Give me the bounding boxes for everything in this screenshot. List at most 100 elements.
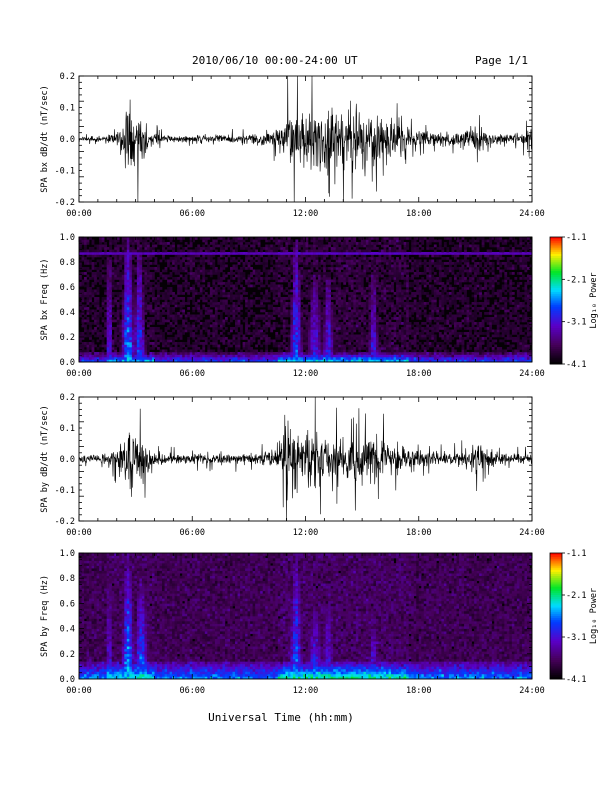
spectrogram-cell — [267, 249, 271, 253]
spectrogram-cell — [277, 312, 281, 315]
spectrogram-cell — [182, 324, 185, 328]
spectrogram-cell — [144, 269, 148, 273]
spectrogram-cell — [116, 292, 120, 295]
spectrogram-cell — [129, 279, 133, 283]
spectrogram-cell — [99, 242, 102, 245]
spectrogram-cell — [192, 299, 196, 303]
spectrogram-cell — [230, 269, 233, 273]
spectrogram-cell — [305, 352, 309, 355]
spectrogram-cell — [219, 322, 223, 325]
spectrogram-cell — [375, 352, 379, 355]
spectrogram-cell — [396, 322, 399, 325]
spectrogram-cell — [285, 324, 289, 328]
spectrogram-cell — [398, 262, 402, 265]
spectrogram-cell — [340, 289, 344, 293]
spectrogram-cell — [89, 292, 92, 295]
spectrogram-cell — [136, 264, 140, 268]
spectrogram-cell — [157, 359, 160, 363]
spectrogram-cell — [308, 329, 311, 333]
spectrogram-cell — [295, 317, 299, 320]
spectrogram-cell — [164, 312, 168, 315]
spectrogram-cell — [302, 317, 306, 320]
spectrogram-cell — [275, 289, 279, 293]
spectrogram-cell — [313, 319, 316, 323]
spectrogram-cell — [398, 287, 402, 290]
spectrogram-cell — [330, 292, 334, 295]
spectrogram-cell — [391, 264, 394, 268]
spectrogram-cell — [199, 279, 203, 283]
spectrogram-cell — [282, 292, 286, 295]
spectrogram-cell — [350, 329, 354, 333]
spectrogram-cell — [237, 309, 241, 313]
spectrogram-cell — [179, 307, 183, 310]
spectrogram-cell — [179, 349, 183, 353]
spectrogram-cell — [106, 237, 110, 240]
spectrogram-cell — [318, 242, 321, 245]
spectrogram-cell — [119, 334, 123, 338]
spectrogram-cell — [358, 242, 362, 245]
spectrogram-cell — [386, 302, 389, 305]
spectrogram-cell — [172, 277, 175, 280]
spectrogram-cell — [151, 352, 155, 355]
spectrogram-cell — [202, 342, 206, 345]
spectrogram-cell — [328, 282, 331, 285]
spectrogram-cell — [109, 309, 113, 313]
spectrogram-cell — [79, 237, 82, 240]
spectrogram-cell — [99, 247, 102, 250]
spectrogram-cell — [114, 239, 118, 243]
spectrogram-cell — [363, 249, 367, 253]
spectrogram-cell — [391, 322, 394, 325]
spectrogram-cell — [134, 292, 138, 295]
spectrogram-cell — [124, 254, 128, 258]
spectrogram-cell — [398, 297, 402, 300]
spectrogram-cell — [232, 249, 236, 253]
spectrogram-cell — [245, 299, 248, 303]
spectrogram-cell — [131, 299, 135, 303]
spectrogram-cell — [285, 254, 289, 258]
spectrogram-cell — [212, 264, 216, 268]
spectrogram-cell — [129, 354, 133, 358]
spectrogram-cell — [313, 297, 316, 300]
spectrogram-cell — [315, 357, 319, 360]
spectrogram-cell — [318, 324, 321, 328]
spectrogram-cell — [270, 312, 274, 315]
spectrogram-cell — [340, 334, 344, 338]
spectrogram-cell — [104, 354, 107, 358]
spectrogram-cell — [250, 237, 253, 240]
spectrogram-cell — [297, 359, 301, 363]
spectrogram-cell — [386, 317, 389, 320]
spectrogram-cell — [119, 254, 123, 258]
spectrogram-cell — [313, 332, 316, 335]
spectrogram-cell — [297, 327, 301, 330]
spectrogram-cell — [89, 327, 92, 330]
spectrogram-cell — [343, 344, 347, 348]
spectrogram-cell — [381, 267, 384, 270]
spectrogram-cell — [214, 272, 218, 275]
spectrogram-cell — [111, 242, 115, 245]
spectrogram-cell — [355, 269, 359, 273]
spectrogram-cell — [343, 359, 347, 363]
spectrogram-cell — [320, 322, 324, 325]
spectrogram-cell — [277, 252, 281, 255]
spectrogram-cell — [252, 324, 256, 328]
spectrogram-cell — [257, 244, 261, 248]
spectrogram-cell — [355, 314, 359, 318]
spectrogram-cell — [202, 354, 206, 358]
spectrogram-cell — [81, 342, 85, 345]
spectrogram-cell — [318, 277, 321, 280]
spectrogram-cell — [106, 284, 110, 288]
spectrogram-cell — [333, 337, 336, 340]
spectrogram-cell — [99, 332, 102, 335]
spectrogram-cell — [144, 337, 148, 340]
spectrogram-cell — [237, 272, 241, 275]
spectrogram-cell — [192, 317, 196, 320]
spectrogram-cell — [383, 352, 387, 355]
spectrogram-cell — [333, 359, 336, 363]
spectrogram-cell — [209, 324, 213, 328]
spectrogram-cell — [101, 257, 105, 260]
spectrogram-cell — [124, 344, 128, 348]
spectrogram-cell — [255, 297, 258, 300]
spectrogram-cell — [141, 329, 145, 333]
spectrogram-cell — [104, 252, 107, 255]
spectrogram-cell — [224, 317, 228, 320]
